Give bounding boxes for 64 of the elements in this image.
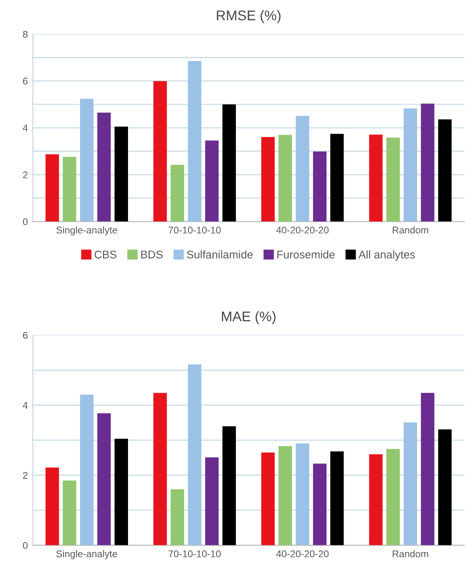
bar (313, 464, 326, 546)
bar (97, 112, 111, 222)
bar (153, 392, 167, 546)
bar (188, 61, 202, 222)
bar (205, 457, 219, 546)
bar (46, 154, 59, 222)
y-tick-label: 4 (22, 124, 28, 132)
legend-label: All analytes (358, 250, 415, 261)
y-tick-label: 2 (23, 171, 28, 178)
bar (296, 443, 310, 546)
legend-label: Sulfanilamide (186, 250, 253, 258)
bar (46, 468, 59, 546)
bar (296, 116, 310, 222)
legend-label: BDS (141, 250, 163, 258)
bar (278, 134, 292, 222)
bar (205, 140, 219, 222)
bar (62, 480, 76, 546)
bar (80, 98, 94, 222)
bar (438, 119, 452, 222)
x-tick-label: 70-10-10-10 (168, 550, 221, 558)
bar (114, 126, 128, 222)
bar (170, 489, 184, 546)
bar (153, 81, 167, 222)
bar (261, 452, 275, 546)
x-tick-label: 40-20-20-20 (276, 226, 329, 234)
x-tick-label: Random (392, 550, 428, 558)
bar (386, 138, 400, 222)
bar (386, 448, 400, 546)
legend-label: Furosemide (277, 250, 335, 258)
bar (420, 392, 434, 546)
bar (222, 426, 236, 546)
chart-title: RMSE (%) (216, 10, 280, 24)
bar (404, 108, 418, 222)
bar (97, 413, 111, 546)
legend-label: CBS (94, 250, 116, 258)
x-tick-label: Single-analyte (56, 226, 118, 236)
bar (261, 136, 275, 222)
y-tick-label: 6 (23, 332, 28, 339)
bar (222, 104, 236, 222)
y-tick-label: 4 (22, 402, 28, 409)
x-tick-label: 40-20-20-20 (276, 550, 329, 558)
bar (330, 134, 344, 222)
x-tick-label: Single-analyte (56, 550, 118, 560)
chart-title: MAE (%) (222, 311, 276, 324)
bar (330, 451, 344, 546)
y-tick-label: 2 (23, 472, 28, 479)
bar (62, 156, 76, 222)
y-tick-label: 8 (22, 30, 28, 38)
y-tick-label: 0 (22, 542, 28, 549)
bar (438, 429, 452, 546)
bar (404, 422, 418, 546)
bar (313, 151, 326, 222)
bar (369, 454, 383, 546)
x-tick-label: Random (392, 226, 428, 234)
bar (80, 394, 94, 546)
y-tick-label: 6 (23, 78, 28, 85)
bar (114, 438, 128, 546)
bar (369, 134, 383, 222)
bar (278, 446, 292, 546)
bar (188, 364, 202, 546)
bar (420, 104, 434, 222)
x-tick-label: 70-10-10-10 (168, 226, 221, 234)
y-tick-label: 0 (22, 218, 28, 226)
bar (170, 164, 184, 222)
